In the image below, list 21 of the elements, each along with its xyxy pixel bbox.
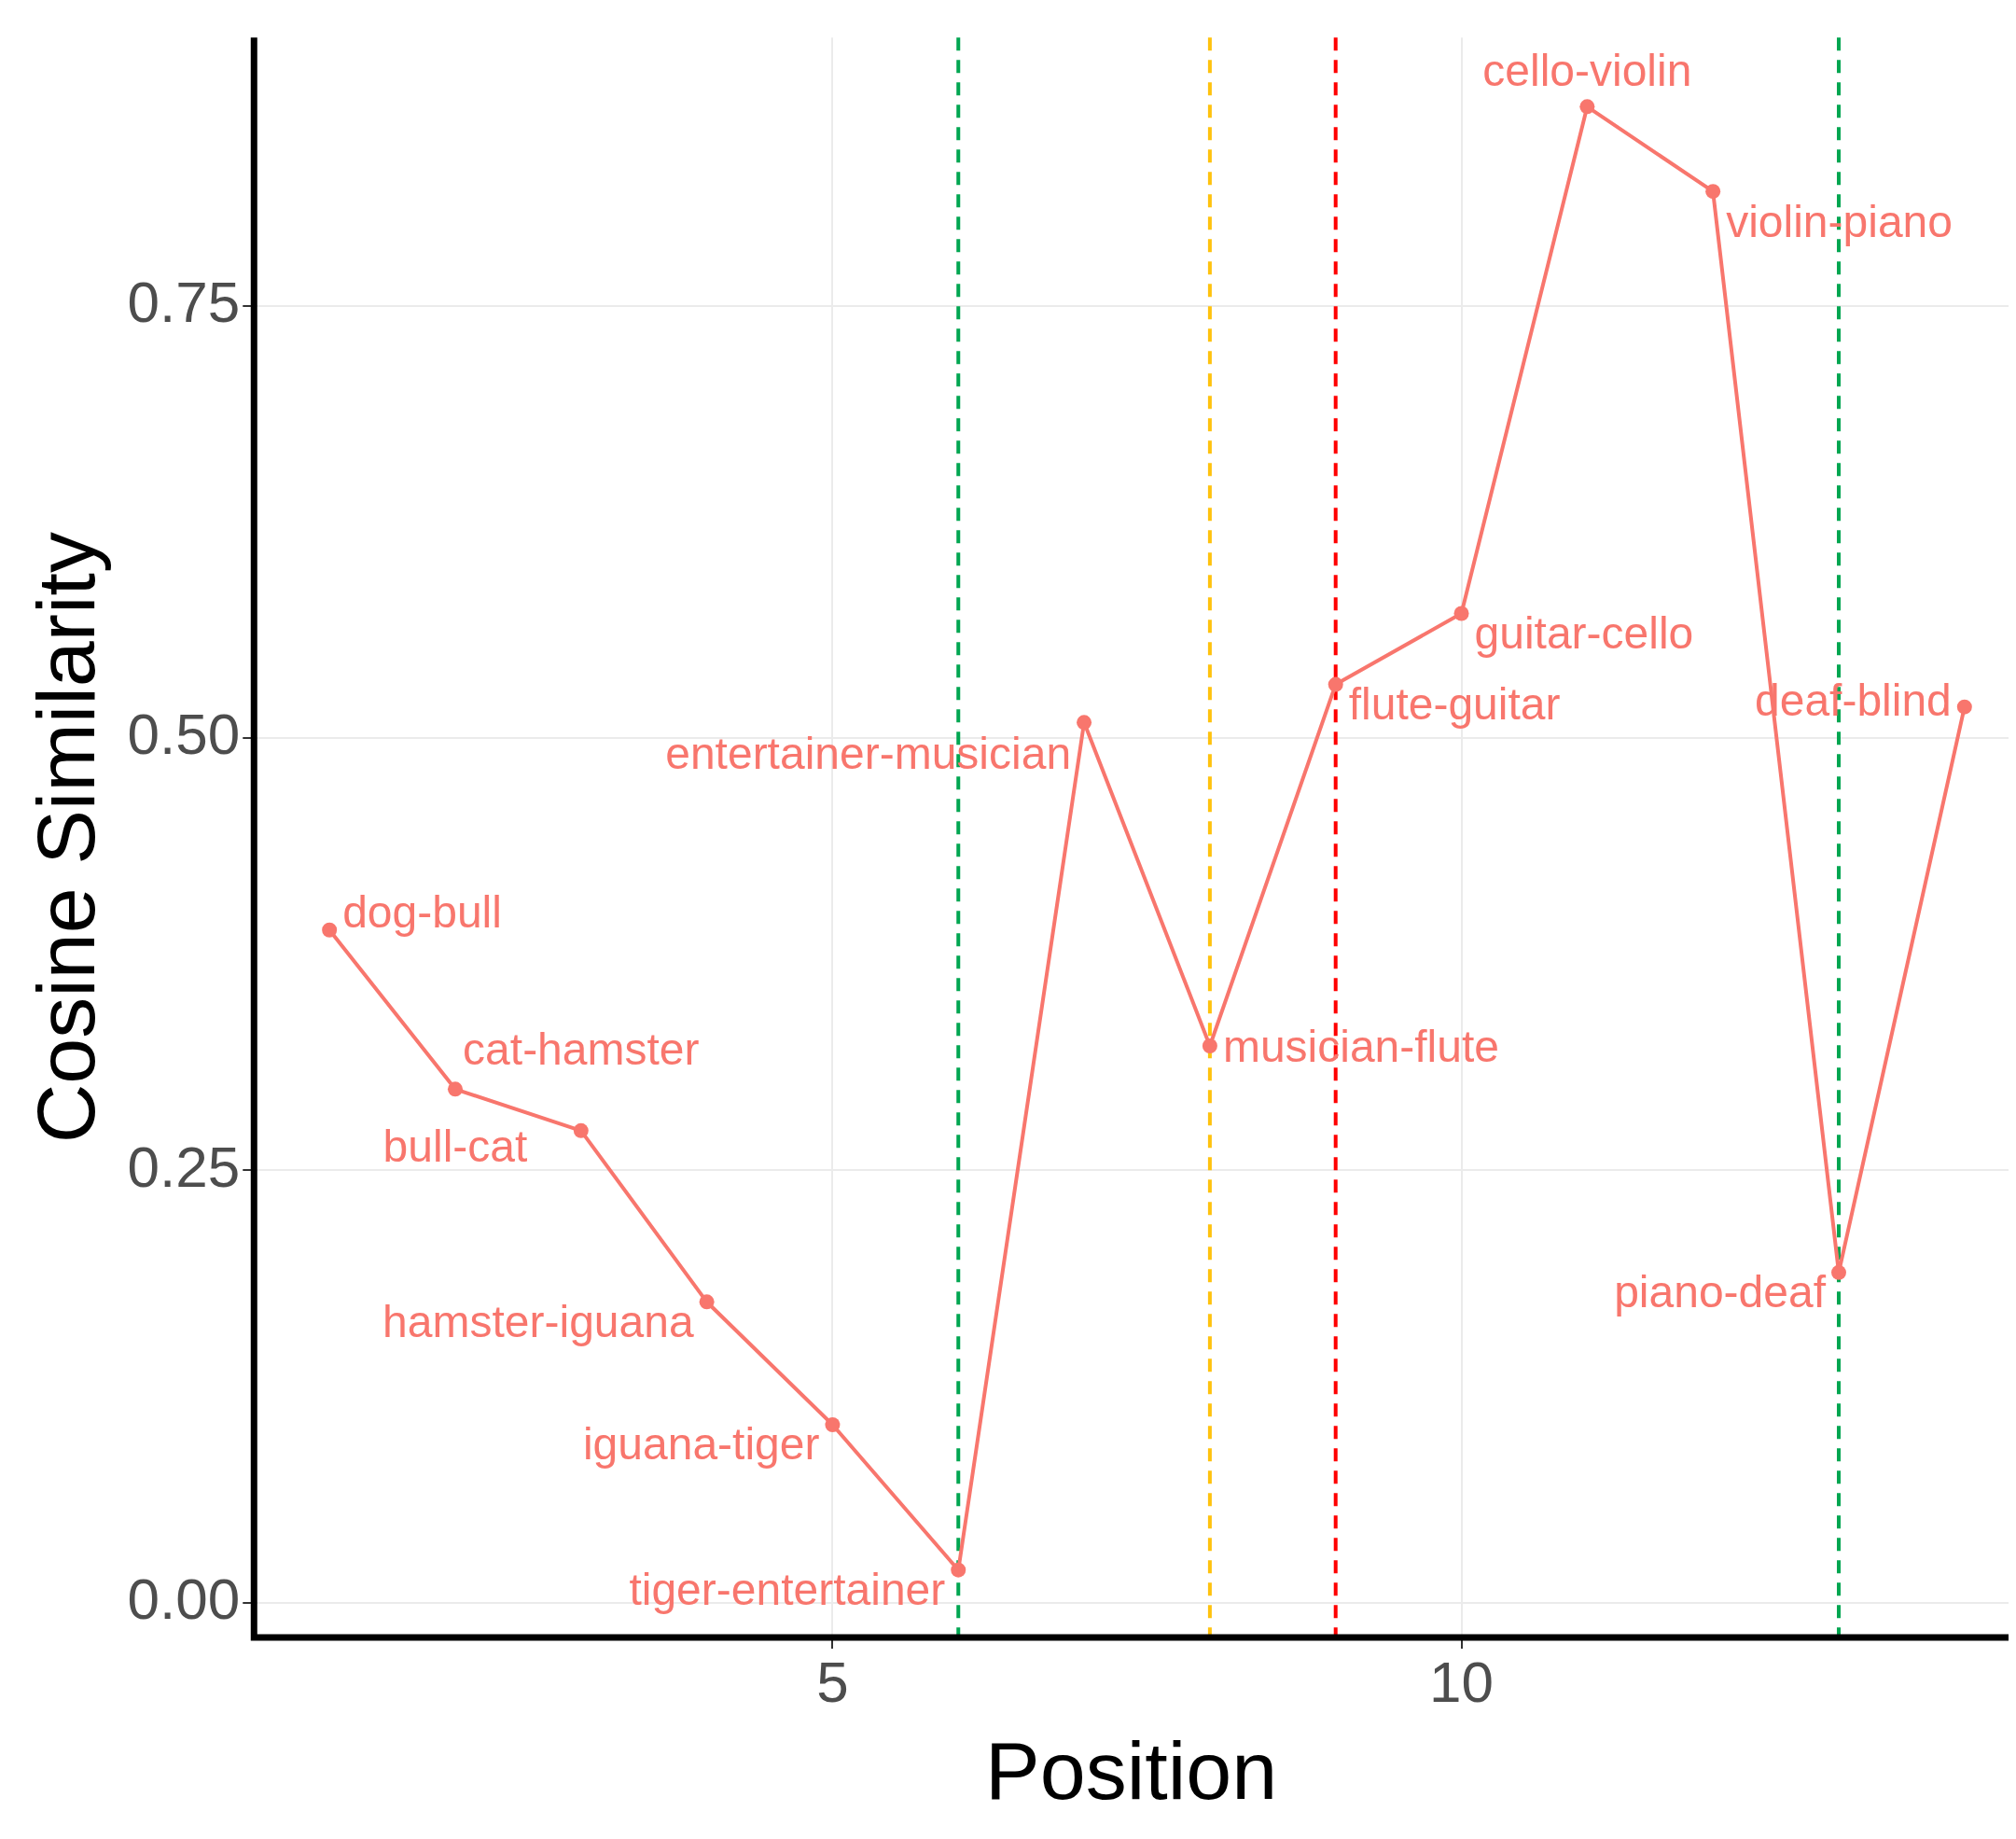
x-axis-title: Position: [985, 1724, 1278, 1818]
annotation: iguana-tiger: [582, 1419, 820, 1470]
annotation: guitar-cello: [1474, 607, 1694, 658]
annotation: entertainer-musician: [665, 728, 1072, 778]
annotation: musician-flute: [1222, 1022, 1500, 1072]
annotation: cello-violin: [1482, 45, 1692, 95]
y-tick-label: 0.50: [127, 702, 241, 767]
y-tick-label: 0.25: [127, 1134, 241, 1199]
annotation: dog-bull: [342, 887, 502, 938]
annotation: hamster-iguana: [382, 1296, 694, 1346]
y-tick-label: 0.00: [127, 1567, 241, 1632]
annotation: piano-deaf: [1614, 1267, 1827, 1317]
y-tick-label: 0.75: [127, 269, 241, 334]
x-tick-label: 10: [1429, 1650, 1495, 1715]
y-axis-title: Cosine Similarity: [20, 531, 113, 1144]
x-tick-label: 5: [816, 1650, 849, 1715]
annotation: bull-cat: [382, 1121, 528, 1171]
annotation: violin-piano: [1726, 197, 1953, 247]
annotation: cat-hamster: [463, 1024, 700, 1075]
annotation: flute-guitar: [1348, 678, 1561, 729]
annotation: tiger-entertainer: [629, 1564, 946, 1614]
